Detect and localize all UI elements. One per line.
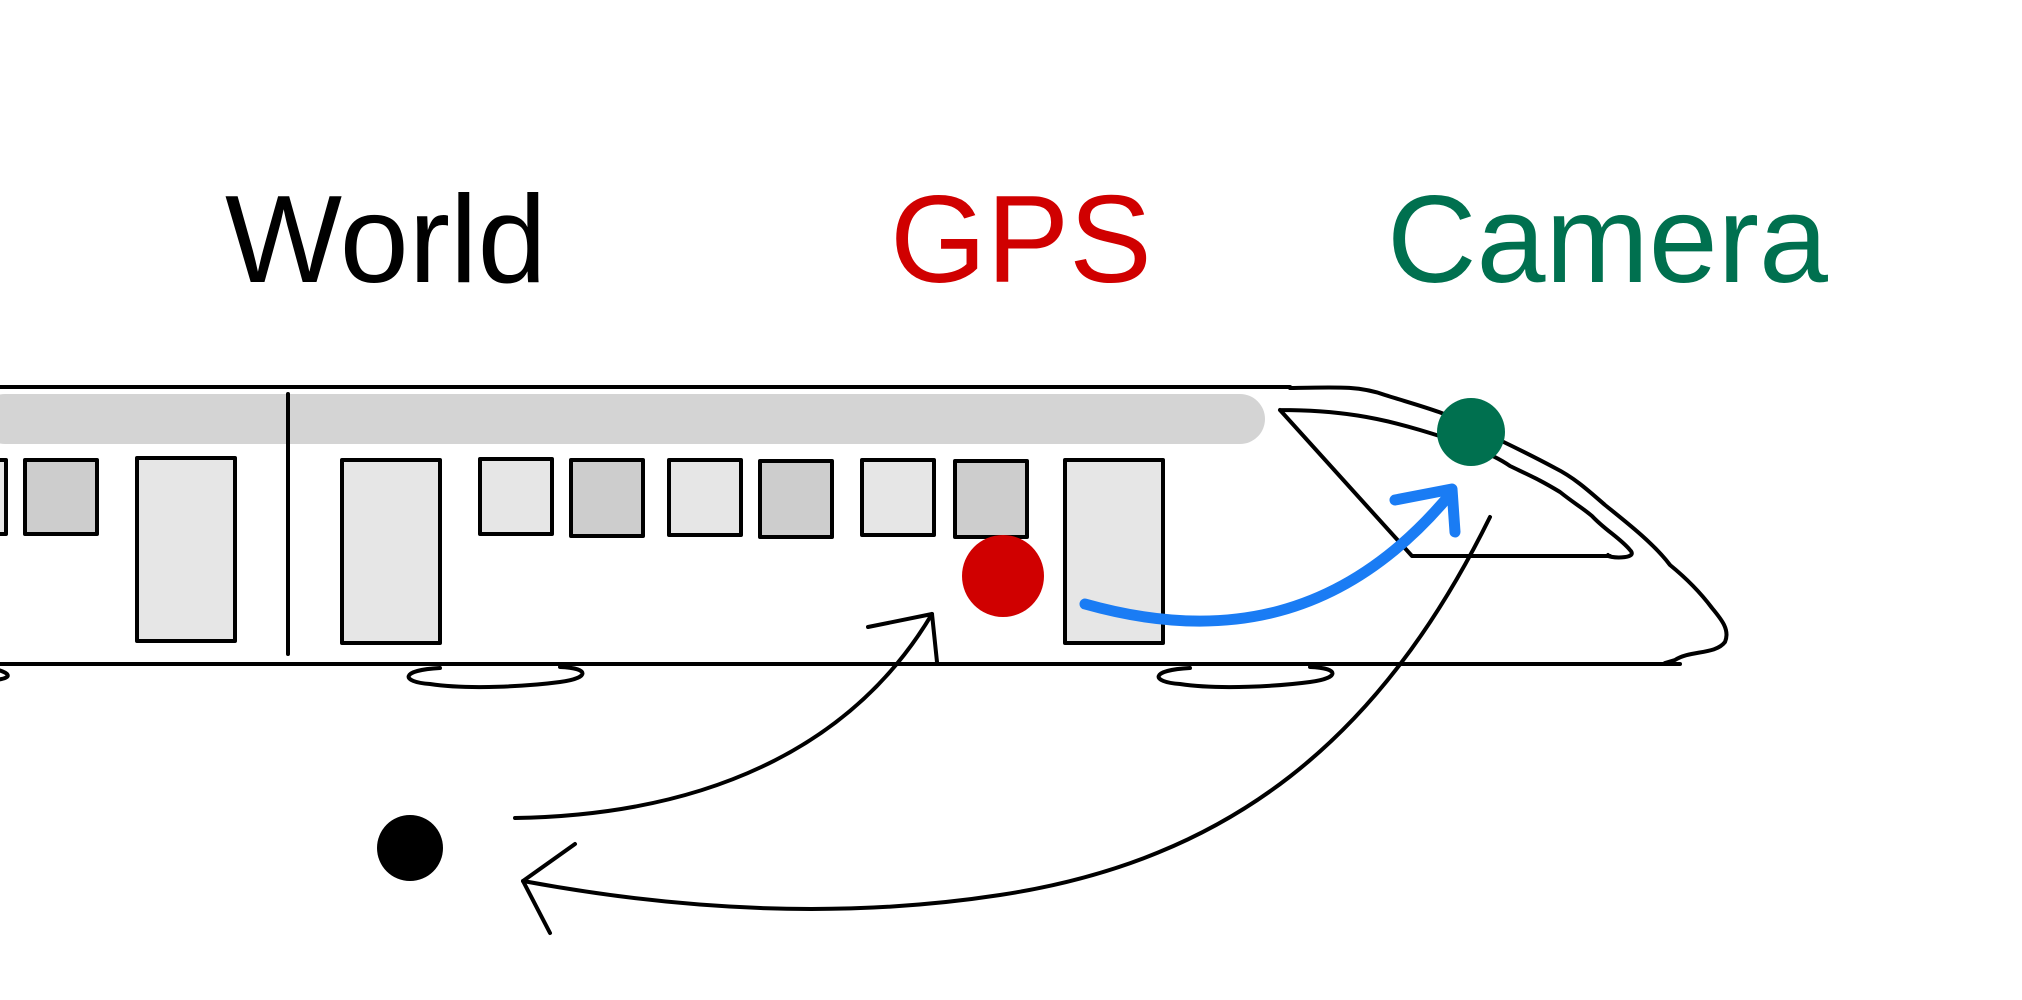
gps-frame-dot [962, 535, 1044, 617]
train-roof-band [0, 394, 1265, 444]
world-label: World [225, 171, 547, 309]
gps-to-camera-arrow [1079, 483, 1461, 627]
camera-label: Camera [1387, 171, 1829, 309]
train-window [953, 459, 1029, 539]
train-icon [0, 385, 1729, 690]
train-window [478, 457, 554, 536]
world-to-gps-arrow [513, 612, 939, 820]
train-door [135, 456, 237, 643]
train-window [0, 458, 8, 536]
camera-to-world-arrow [521, 515, 1492, 935]
train-window [23, 458, 99, 536]
train-bogie [406, 665, 585, 690]
gps-label: GPS [890, 171, 1152, 309]
train-bogie [1156, 665, 1335, 690]
train-window [667, 458, 743, 537]
camera-frame-dot [1437, 398, 1505, 466]
train-bogie [0, 668, 10, 682]
train-nose [1288, 385, 1729, 665]
train-window [569, 458, 645, 538]
train-window [860, 458, 936, 537]
train-window [758, 459, 834, 539]
world-frame-dot [377, 815, 443, 881]
train-windshield [1278, 408, 1634, 560]
train-door [340, 458, 442, 645]
